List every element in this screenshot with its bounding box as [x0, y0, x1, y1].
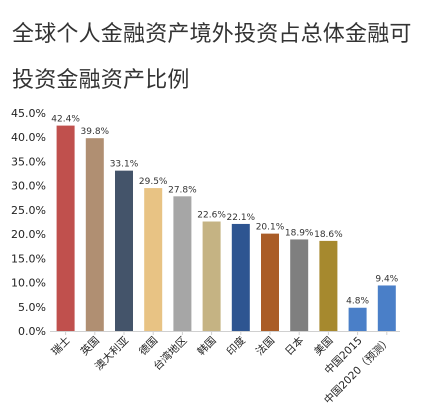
bar	[115, 170, 133, 331]
data-label: 20.1%	[256, 223, 285, 233]
y-tick-label: 20.0%	[11, 228, 46, 241]
x-tick-label: 德国	[136, 334, 160, 358]
x-tick-label: 印度	[224, 334, 248, 358]
data-label: 9.4%	[375, 274, 398, 284]
bar	[144, 188, 163, 331]
y-tick-label: 25.0%	[11, 204, 46, 217]
x-tick-label: 瑞士	[49, 334, 73, 358]
data-label: 27.8%	[168, 185, 197, 195]
y-axis: 0.0% 5.0% 10.0% 15.0% 20.0% 25.0% 30.0% 35.0% 40…	[11, 107, 46, 338]
data-label: 33.1%	[110, 160, 139, 170]
data-label: 22.1%	[227, 213, 256, 223]
y-tick-label: 35.0%	[11, 155, 46, 168]
bar	[348, 307, 367, 331]
bar	[319, 240, 338, 331]
data-label: 22.6%	[197, 211, 226, 221]
y-tick-label: 40.0%	[11, 131, 46, 144]
x-tick-label: 英国	[78, 334, 102, 358]
y-tick-label: 30.0%	[11, 180, 46, 193]
bar	[290, 239, 309, 331]
bars	[56, 125, 396, 332]
x-tick-label: 日本	[282, 334, 306, 358]
chart-title: 全球个人金融资产境外投资占总体金融可投资金融资产比例	[12, 22, 412, 93]
x-tick-label: 法国	[253, 334, 277, 358]
data-label: 4.8%	[346, 297, 369, 307]
data-label: 18.9%	[285, 228, 314, 238]
y-tick-label: 5.0%	[18, 301, 46, 314]
bar	[85, 138, 104, 331]
bar	[231, 223, 250, 331]
data-label: 39.8%	[81, 127, 110, 137]
data-labels: 42.4%39.8% 33.1%29.5%27.8% 22.6% 22.1%20.1%…	[51, 115, 398, 307]
bar	[261, 233, 279, 331]
bar	[173, 196, 192, 331]
y-tick-label: 45.0%	[11, 107, 46, 120]
y-tick-label: 0.0%	[18, 325, 46, 338]
bar	[202, 221, 221, 331]
y-tick-label: 10.0%	[11, 277, 46, 290]
y-tick-label: 15.0%	[11, 252, 46, 265]
x-tick-label: 韩国	[195, 334, 219, 358]
data-label: 29.5%	[139, 177, 168, 187]
data-label: 18.6%	[314, 230, 343, 240]
data-label: 42.4%	[51, 115, 80, 125]
bar	[56, 125, 75, 332]
bar	[377, 285, 396, 331]
x-tick-label: 美国	[311, 334, 335, 358]
